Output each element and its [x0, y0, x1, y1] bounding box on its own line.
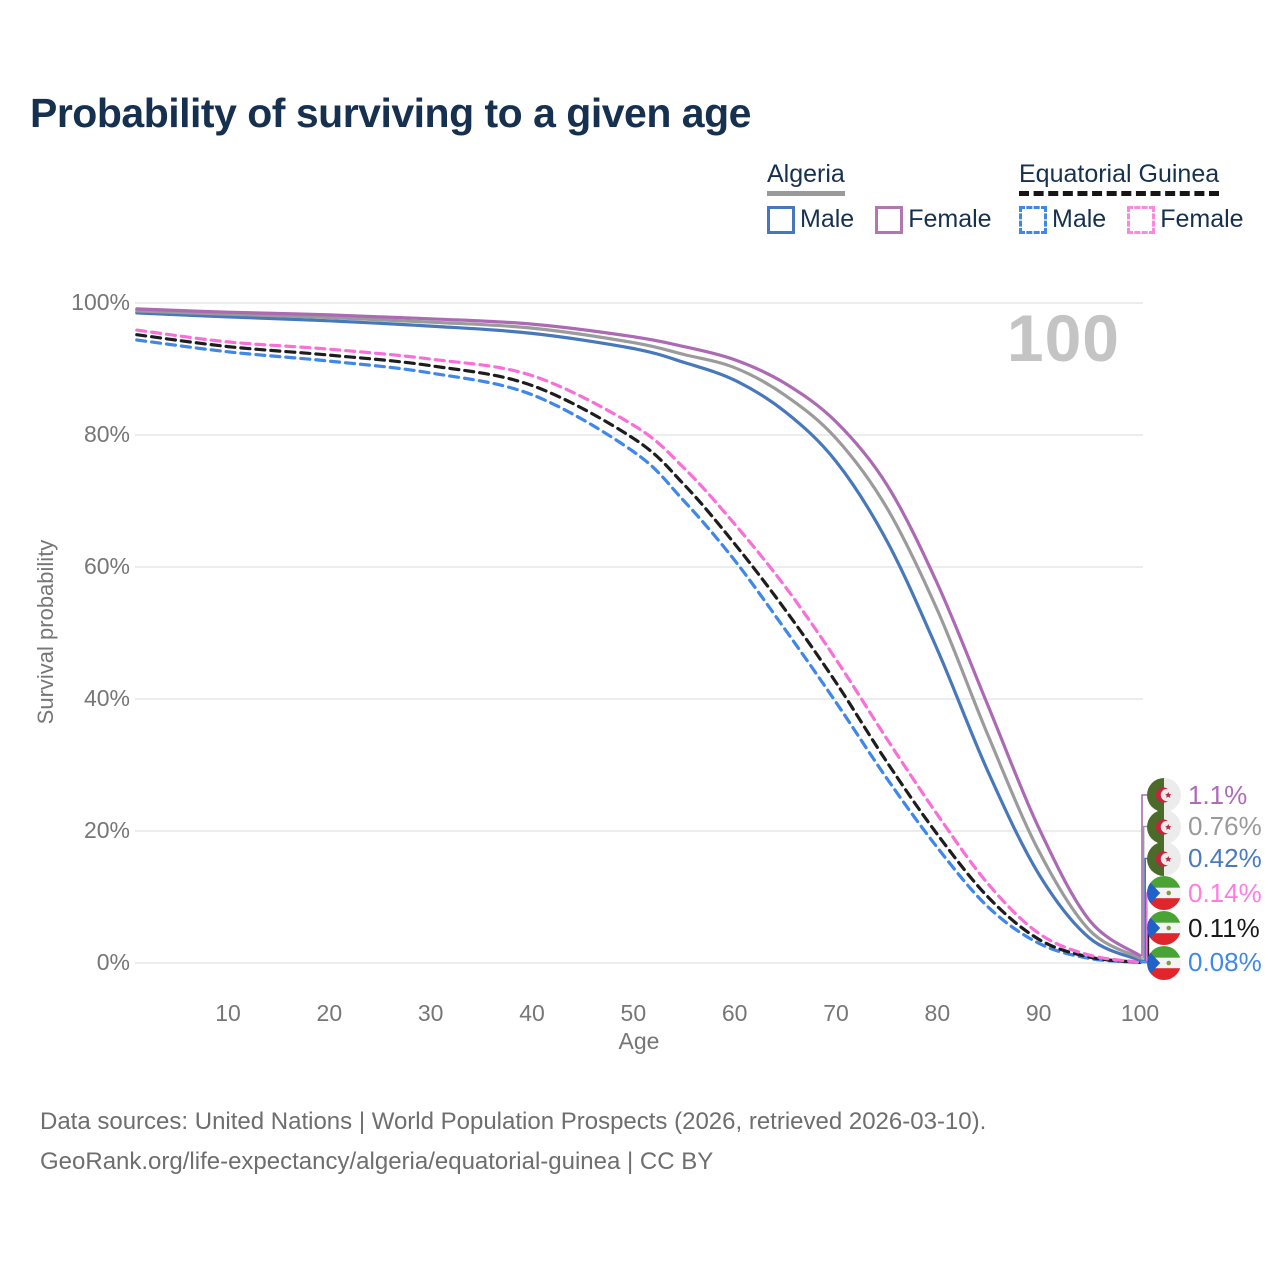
footer-data-sources: Data sources: United Nations | World Pop… [40, 1108, 987, 1135]
flag-icon-equatorial-guinea [1147, 911, 1181, 945]
x-tick-label: 20 [316, 1000, 343, 1026]
legend-group-title-equatorial-guinea: Equatorial Guinea [1019, 160, 1220, 196]
x-tick-label: 80 [924, 1000, 951, 1026]
series-line-equatorial-guinea-female [135, 328, 1142, 964]
flag-icon-equatorial-guinea [1147, 945, 1181, 980]
y-tick-label: 20% [83, 817, 130, 843]
legend-item-equatorial-guinea-female[interactable]: Female [1127, 205, 1244, 234]
legend-item-label: Male [1052, 205, 1107, 233]
x-tick-label: 70 [823, 1000, 849, 1026]
legend-item-algeria-female[interactable]: Female [875, 205, 992, 234]
legend-group-equatorial-guinea: Equatorial Guinea Male Female [1019, 160, 1244, 234]
x-tick-label: 50 [620, 1000, 647, 1026]
end-label-row-equatorial-guinea-male: 0.08% [1147, 945, 1262, 980]
y-axis-title: Survival probability [33, 539, 58, 725]
x-tick-label: 90 [1025, 1000, 1052, 1026]
flag-icon-algeria [1147, 809, 1181, 844]
x-tick-label: 60 [721, 1000, 748, 1026]
leader-line-algeria-both [1140, 825, 1150, 959]
legend-item-label: Female [908, 205, 992, 233]
flag-icon-algeria [1147, 841, 1181, 876]
age-watermark: 100 [1006, 301, 1120, 375]
x-tick-label: 100 [1120, 1000, 1160, 1026]
series-end-value: 1.1% [1188, 779, 1248, 810]
series-end-value: 0.76% [1188, 811, 1262, 841]
legend-item-equatorial-guinea-male[interactable]: Male [1019, 205, 1106, 234]
series-line-algeria-both [135, 309, 1142, 960]
end-label-row-algeria-both: 0.76% [1147, 809, 1262, 844]
series-line-algeria-female [135, 307, 1142, 958]
legend-item-algeria-male[interactable]: Male [767, 205, 854, 234]
series-end-value: 0.08% [1188, 947, 1262, 977]
x-tick-label: 10 [215, 1000, 241, 1026]
equatorial-guinea-female-swatch-icon [1127, 205, 1156, 234]
equatorial-guinea-male-swatch-icon [1019, 205, 1047, 234]
x-tick-label: 40 [519, 1000, 545, 1026]
series-line-algeria-male [135, 311, 1142, 962]
x-tick-label: 30 [417, 1000, 444, 1026]
y-tick-label: 60% [83, 553, 130, 579]
end-label-row-algeria-male: 0.42% [1147, 841, 1262, 876]
algeria-male-swatch-icon [767, 205, 795, 234]
y-tick-label: 40% [83, 685, 130, 711]
algeria-female-swatch-icon [875, 205, 904, 234]
leader-line-algeria-female [1140, 794, 1150, 957]
flag-icon-equatorial-guinea [1147, 876, 1181, 910]
y-tick-label: 100% [71, 289, 130, 315]
legend-group-algeria: Algeria Male Female [767, 160, 992, 234]
series-line-equatorial-guinea-both [135, 333, 1142, 964]
x-axis-title: Age [618, 1028, 660, 1054]
end-label-row-equatorial-guinea-both: 0.11% [1147, 911, 1260, 945]
series-end-value: 0.14% [1188, 877, 1262, 908]
series-end-value: 0.42% [1188, 843, 1262, 873]
legend-item-label: Male [800, 205, 855, 233]
series-end-value: 0.11% [1188, 912, 1260, 943]
page-title: Probability of surviving to a given age [30, 90, 751, 136]
y-tick-label: 0% [96, 949, 130, 975]
flag-icon-algeria [1147, 778, 1181, 812]
end-label-row-equatorial-guinea-female: 0.14% [1147, 876, 1262, 910]
series-line-equatorial-guinea-male [135, 338, 1142, 965]
legend-group-title-algeria: Algeria [767, 160, 845, 196]
footer-attribution: GeoRank.org/life-expectancy/algeria/equa… [40, 1148, 714, 1175]
end-label-row-algeria-female: 1.1% [1147, 778, 1247, 812]
legend-item-label: Female [1160, 205, 1244, 233]
y-tick-label: 80% [83, 421, 130, 447]
